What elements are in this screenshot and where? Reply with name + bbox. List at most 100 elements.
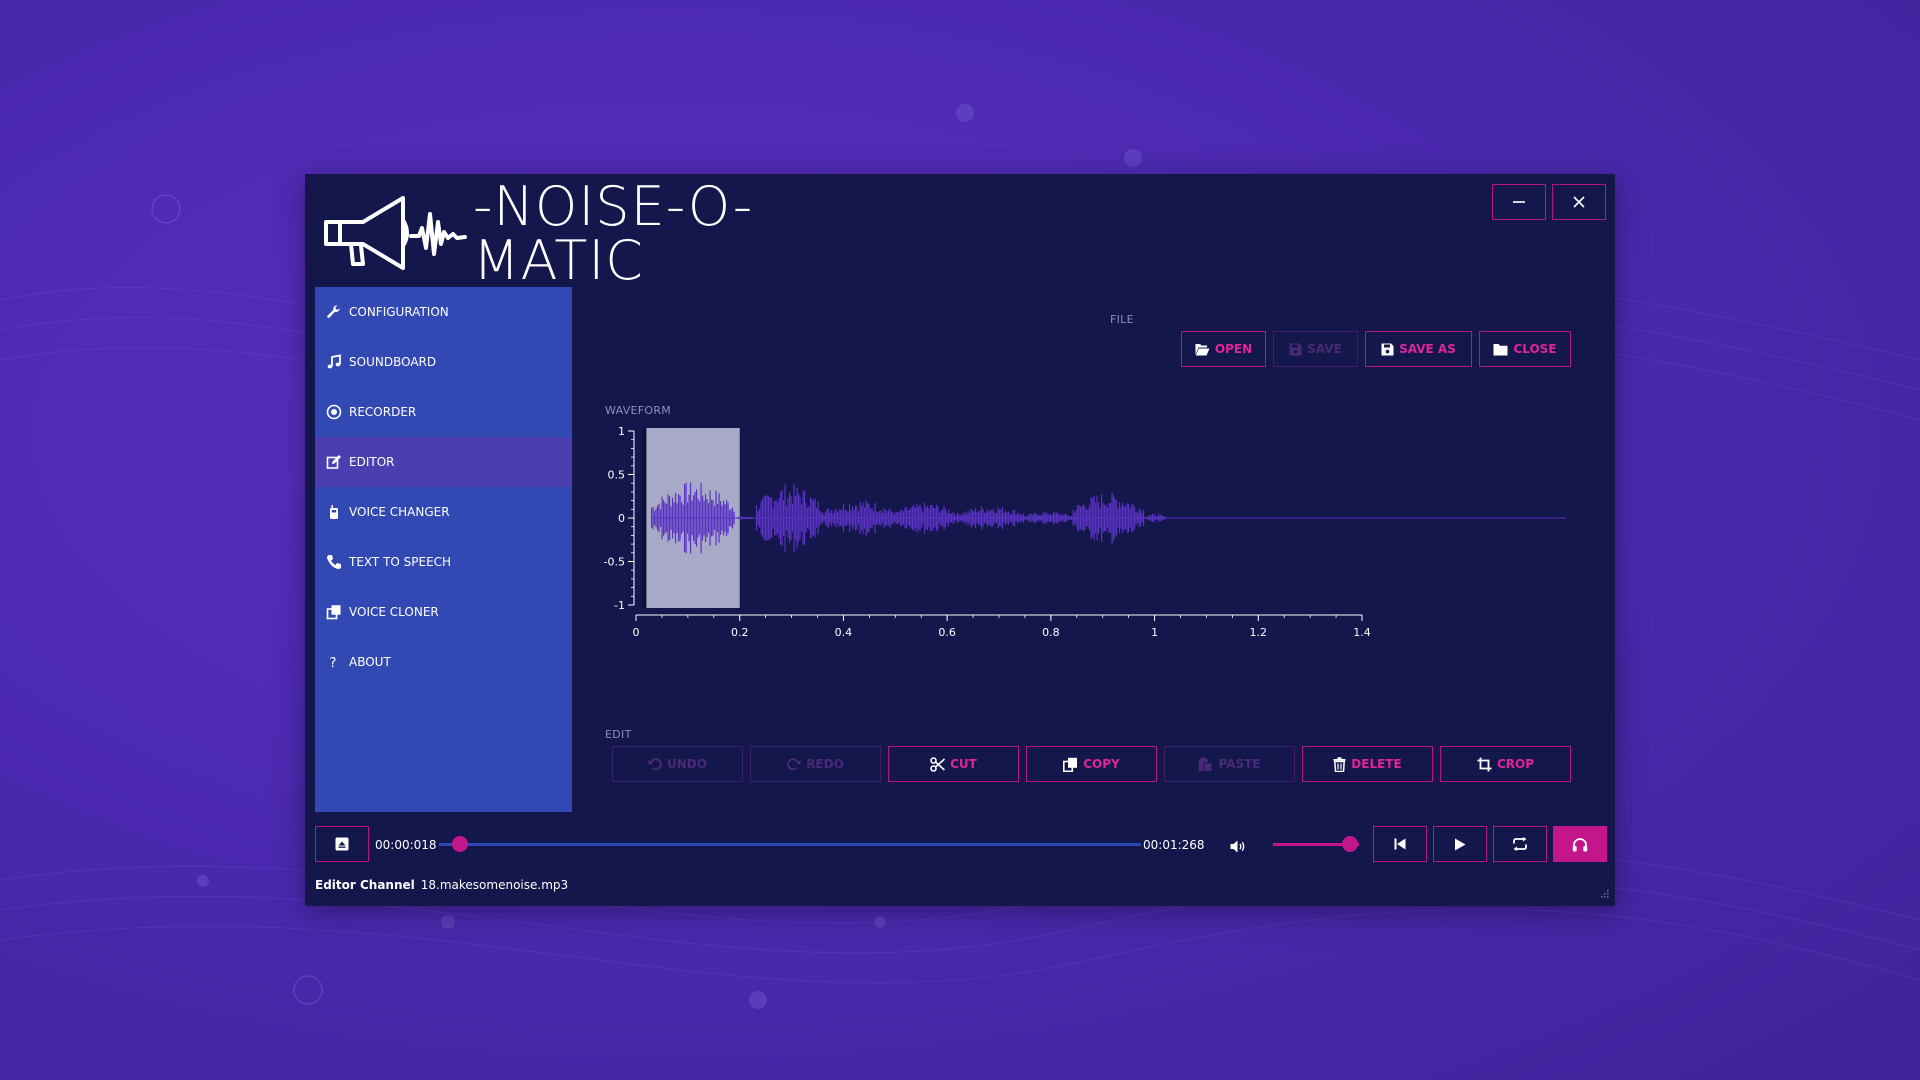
sidebar-item-text-to-speech[interactable]: TEXT TO SPEECH bbox=[315, 537, 572, 587]
waveform-panel[interactable]: 1 0.5 0 -0.5 -1 0 0.2 0.4 0.6 0.8 1 1.2 1.4 bbox=[593, 424, 1593, 714]
folder-open-icon bbox=[1195, 343, 1210, 355]
volume-track[interactable] bbox=[1273, 843, 1359, 846]
main-window: -NOISE-O-MATIC CONFIGURATION SOUNDBOARD … bbox=[305, 174, 1615, 906]
paste-button-label: PASTE bbox=[1218, 757, 1261, 771]
x-tick-label: 0.4 bbox=[835, 626, 853, 639]
music-note-icon bbox=[326, 354, 346, 370]
redo-button-label: REDO bbox=[806, 757, 844, 771]
current-time: 00:00:018 bbox=[375, 838, 437, 852]
svg-text:?: ? bbox=[330, 656, 337, 670]
sidebar-item-label: VOICE CHANGER bbox=[349, 505, 450, 519]
redo-button[interactable]: REDO bbox=[750, 746, 881, 782]
seek-handle[interactable] bbox=[452, 836, 469, 852]
clone-icon bbox=[326, 604, 346, 620]
x-tick-label: 0.2 bbox=[731, 626, 749, 639]
sidebar-item-label: ABOUT bbox=[349, 655, 391, 669]
x-tick-label: 1 bbox=[1151, 626, 1158, 639]
crop-button-label: CROP bbox=[1496, 757, 1535, 771]
x-tick-label: 0.6 bbox=[938, 626, 956, 639]
close-file-button[interactable]: CLOSE bbox=[1479, 331, 1571, 367]
copy-icon bbox=[1063, 757, 1078, 772]
sidebar-item-editor[interactable]: EDITOR bbox=[315, 437, 572, 487]
app-title: -NOISE-O-MATIC bbox=[473, 175, 754, 292]
total-time: 00:01:268 bbox=[1143, 838, 1205, 852]
sidebar-item-voice-changer[interactable]: VOICE CHANGER bbox=[315, 487, 572, 537]
repeat-icon bbox=[1513, 837, 1527, 851]
sidebar-item-configuration[interactable]: CONFIGURATION bbox=[315, 287, 572, 337]
crop-icon bbox=[1477, 757, 1492, 771]
y-tick-label: 1 bbox=[618, 425, 625, 438]
cut-button[interactable]: CUT bbox=[888, 746, 1019, 782]
seek-track[interactable] bbox=[439, 843, 1141, 846]
x-tick-label: 0 bbox=[633, 626, 640, 639]
copy-button[interactable]: COPY bbox=[1026, 746, 1157, 782]
waveform-section-label: WAVEFORM bbox=[605, 404, 672, 417]
save-as-button[interactable]: SAVE AS bbox=[1365, 331, 1472, 367]
status-bar: Editor Channel 18.makesomenoise.mp3 bbox=[315, 878, 568, 892]
file-name: 18.makesomenoise.mp3 bbox=[420, 878, 569, 892]
play-icon bbox=[1455, 838, 1466, 850]
sidebar-item-soundboard[interactable]: SOUNDBOARD bbox=[315, 337, 572, 387]
edit-icon bbox=[326, 454, 346, 470]
x-tick-label: 1.4 bbox=[1353, 626, 1371, 639]
paste-button[interactable]: PASTE bbox=[1164, 746, 1295, 782]
app-logo: -NOISE-O-MATIC bbox=[323, 180, 883, 288]
y-tick-label: -1 bbox=[614, 599, 625, 612]
volume-icon[interactable] bbox=[1230, 838, 1246, 857]
skip-back-icon bbox=[1394, 838, 1406, 850]
volume-handle[interactable] bbox=[1342, 836, 1359, 852]
eject-button[interactable] bbox=[315, 826, 369, 862]
sidebar-item-label: EDITOR bbox=[349, 455, 395, 469]
copy-button-label: COPY bbox=[1083, 757, 1120, 771]
undo-button[interactable]: UNDO bbox=[612, 746, 743, 782]
close-window-button[interactable] bbox=[1552, 184, 1606, 220]
save-icon bbox=[1381, 343, 1394, 355]
sidebar-item-label: RECORDER bbox=[349, 405, 417, 419]
close-file-button-label: CLOSE bbox=[1513, 342, 1557, 356]
sidebar-item-about[interactable]: ? ABOUT bbox=[315, 637, 572, 687]
headphones-icon bbox=[1572, 837, 1588, 851]
resize-grip-icon[interactable] bbox=[1597, 888, 1609, 900]
wrench-icon bbox=[326, 304, 346, 320]
crop-button[interactable]: CROP bbox=[1440, 746, 1571, 782]
sidebar-item-voice-cloner[interactable]: VOICE CLONER bbox=[315, 587, 572, 637]
eject-icon bbox=[335, 837, 349, 851]
y-tick-label: 0 bbox=[618, 512, 625, 525]
save-as-button-label: SAVE AS bbox=[1399, 342, 1456, 356]
delete-button[interactable]: DELETE bbox=[1302, 746, 1433, 782]
paste-icon bbox=[1199, 757, 1213, 772]
previous-button[interactable] bbox=[1373, 826, 1427, 862]
record-icon bbox=[326, 404, 346, 420]
waveform-chart[interactable]: 1 0.5 0 -0.5 -1 0 0.2 0.4 0.6 0.8 1 1.2 1.4 bbox=[593, 424, 1593, 714]
sidebar-item-recorder[interactable]: RECORDER bbox=[315, 387, 572, 437]
loop-button[interactable] bbox=[1493, 826, 1547, 862]
x-tick-label: 0.8 bbox=[1042, 626, 1060, 639]
scissors-icon bbox=[930, 756, 946, 772]
question-icon: ? bbox=[326, 654, 346, 670]
file-section-label: FILE bbox=[1110, 313, 1134, 326]
monitor-button[interactable] bbox=[1553, 826, 1607, 862]
minimize-button[interactable] bbox=[1492, 184, 1546, 220]
x-tick-label: 1.2 bbox=[1250, 626, 1268, 639]
save-button[interactable]: SAVE bbox=[1273, 331, 1358, 367]
plot-edge bbox=[643, 428, 649, 608]
sidebar: CONFIGURATION SOUNDBOARD RECORDER EDITOR… bbox=[315, 287, 572, 812]
edit-section-label: EDIT bbox=[605, 728, 632, 741]
save-icon bbox=[1289, 343, 1302, 355]
cut-button-label: CUT bbox=[950, 757, 977, 771]
trash-icon bbox=[1333, 756, 1346, 772]
undo-icon bbox=[648, 758, 662, 771]
open-button[interactable]: OPEN bbox=[1181, 331, 1266, 367]
undo-button-label: UNDO bbox=[667, 757, 707, 771]
save-button-label: SAVE bbox=[1307, 342, 1342, 356]
play-button[interactable] bbox=[1433, 826, 1487, 862]
delete-button-label: DELETE bbox=[1351, 757, 1402, 771]
sidebar-item-label: VOICE CLONER bbox=[349, 605, 439, 619]
megaphone-icon bbox=[324, 196, 467, 270]
sidebar-item-label: TEXT TO SPEECH bbox=[349, 555, 452, 569]
sidebar-item-label: CONFIGURATION bbox=[349, 305, 449, 319]
folder-icon bbox=[1493, 343, 1508, 355]
y-tick-label: 0.5 bbox=[608, 469, 626, 482]
phone-icon bbox=[326, 554, 346, 570]
voice-changer-icon bbox=[326, 504, 346, 520]
